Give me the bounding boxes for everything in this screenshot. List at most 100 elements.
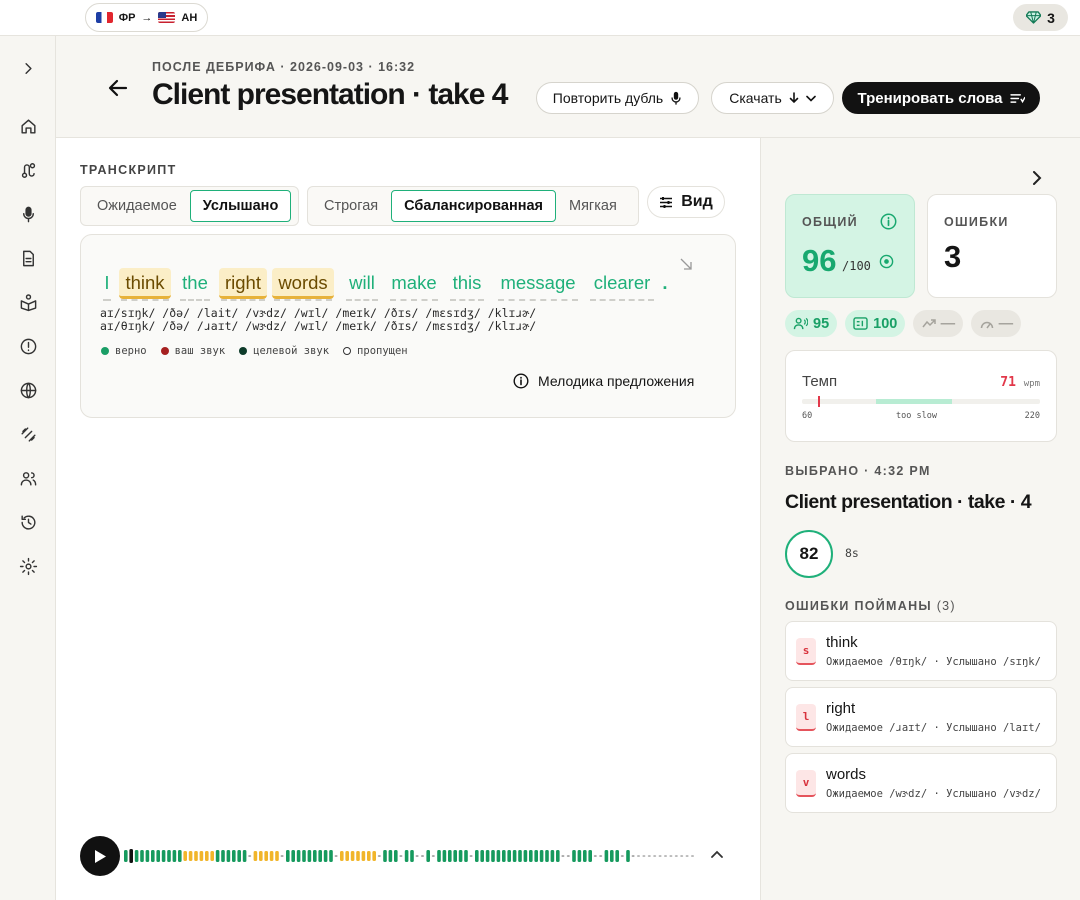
back-button[interactable]: [106, 76, 130, 100]
transcript-word[interactable]: will: [349, 272, 375, 293]
tab-expected[interactable]: Ожидаемое: [97, 198, 177, 214]
waveform-bar: [566, 855, 570, 857]
gem-counter[interactable]: 3: [1013, 4, 1068, 31]
view-options-button[interactable]: Вид: [647, 186, 725, 218]
waveform-bar: [129, 849, 133, 863]
speed-score: —: [998, 315, 1014, 332]
sidebar-item-mistakes[interactable]: [16, 334, 40, 358]
word-underline: [221, 299, 265, 301]
transcript-word[interactable]: think: [119, 268, 171, 299]
waveform-bar: [475, 850, 479, 862]
transcript-word[interactable]: I: [104, 272, 110, 293]
sidebar-item-history[interactable]: [16, 510, 40, 534]
waveform-bar: [453, 850, 457, 862]
error-detail: Ожидаемое /wɝdz/ · Услышано /vɝdz/: [826, 788, 1041, 800]
chevron-up-icon[interactable]: [711, 850, 723, 858]
sidebar-item-languages[interactable]: [16, 378, 40, 402]
waveform-bar: [205, 851, 209, 861]
waveform-bar: [140, 850, 144, 862]
waveform-bar: [221, 850, 225, 862]
caught-errors-label: ОШИБКИ ПОЙМАНЫ (3): [785, 599, 956, 613]
chevron-right-icon[interactable]: [1032, 171, 1042, 185]
error-word: think: [826, 634, 858, 651]
sidebar-item-documents[interactable]: [16, 246, 40, 270]
waveform-bar: [577, 850, 582, 862]
listening-score-chip[interactable]: 95: [785, 310, 838, 337]
waveform-bar: [134, 850, 139, 862]
download-arrow-icon: [789, 92, 799, 104]
error-detail: Ожидаемое /ɹaɪt/ · Услышано /laɪt/: [826, 722, 1041, 734]
waveform-bar: [518, 850, 522, 862]
info-icon[interactable]: [880, 213, 897, 230]
error-sound-badge: s: [796, 638, 816, 665]
waveform-bar: [232, 850, 236, 862]
accuracy-score-chip[interactable]: 100: [845, 310, 906, 337]
word-underline: [274, 299, 332, 301]
waveform-bar: [215, 850, 220, 862]
waveform-bar: [491, 850, 495, 862]
france-flag-icon: [95, 12, 113, 23]
waveform-bar: [615, 850, 619, 862]
waveform-bar: [685, 855, 689, 857]
sidebar-item-community[interactable]: [16, 466, 40, 490]
transcript-word[interactable]: make: [391, 272, 437, 293]
tab-lenient[interactable]: Мягкая: [569, 198, 617, 214]
waveform-bar: [377, 855, 381, 857]
selected-take-score[interactable]: 82: [785, 530, 833, 578]
sentence-melody-button[interactable]: Мелодика предложения: [513, 373, 694, 389]
train-words-button[interactable]: Тренировать слова: [842, 82, 1040, 114]
sentence-melody-label: Мелодика предложения: [538, 373, 695, 389]
transcript-word[interactable]: message: [500, 272, 576, 293]
waveform-bar: [653, 855, 657, 857]
ipa-expected: aɪ/θɪŋk/ /ðə/ /ɹaɪt/ /wɝdz/ /wɪl/ /meɪk/…: [100, 319, 537, 333]
waveform-bar: [361, 851, 366, 861]
waveform-bar: [550, 850, 555, 862]
waveform-bar: [421, 855, 424, 857]
transcript-word[interactable]: clearer: [593, 272, 651, 293]
waveform-bar: [674, 855, 678, 857]
waveform-bar: [556, 850, 560, 862]
download-button[interactable]: Скачать: [711, 82, 834, 114]
speed-score-chip[interactable]: —: [971, 310, 1022, 337]
play-button[interactable]: [80, 836, 120, 876]
chevron-down-icon: [805, 95, 816, 102]
word-underline: [346, 299, 378, 301]
transcript-word[interactable]: right: [219, 268, 267, 299]
transcript-word[interactable]: .: [662, 272, 668, 293]
globe-icon: [20, 382, 36, 398]
tab-strict[interactable]: Строгая: [324, 198, 379, 214]
waveform-bar: [664, 855, 667, 857]
listening-score: 95: [813, 315, 830, 332]
waveform-bar: [340, 851, 344, 861]
collapse-arrow-icon[interactable]: [679, 257, 693, 271]
waveform-bar: [367, 851, 371, 861]
sidebar-item-practice[interactable]: [16, 422, 40, 446]
tab-balanced[interactable]: Сбалансированная: [391, 190, 556, 222]
intonation-score-chip[interactable]: —: [913, 310, 964, 337]
retry-take-button[interactable]: Повторить дубль: [536, 82, 699, 114]
tab-heard[interactable]: Услышано: [189, 190, 292, 222]
word-underline: [390, 299, 438, 301]
waveform-bar: [350, 851, 355, 861]
error-item-think[interactable]: s think Ожидаемое /θɪŋk/ · Услышано /sɪŋ…: [785, 621, 1057, 681]
sidebar-item-record[interactable]: [16, 202, 40, 226]
transcript-word[interactable]: the: [182, 272, 208, 293]
session-meta: ПОСЛЕ ДЕБРИФА · 2026-09-03 · 16:32: [152, 60, 416, 74]
sidebar-item-lessons[interactable]: [16, 290, 40, 314]
sidebar-item-route[interactable]: [16, 158, 40, 182]
tempo-value: 71 wpm: [1000, 375, 1040, 390]
sidebar-item-settings[interactable]: [16, 554, 40, 578]
error-item-words[interactable]: v words Ожидаемое /wɝdz/ · Услышано /vɝd…: [785, 753, 1057, 813]
expand-sidebar-button[interactable]: [16, 56, 40, 80]
gear-icon: [19, 557, 37, 575]
audio-waveform[interactable]: [124, 842, 704, 870]
transcript-word[interactable]: words: [272, 268, 334, 299]
sidebar-item-home[interactable]: [16, 114, 40, 138]
errors-label: ОШИБКИ: [944, 215, 1009, 229]
transcript-word[interactable]: this: [452, 272, 482, 293]
download-label: Скачать: [729, 90, 782, 106]
tempo-note: too slow: [896, 411, 937, 421]
language-pair-selector[interactable]: ФР → АН: [85, 3, 208, 32]
waveform-bar: [178, 850, 182, 862]
error-item-right[interactable]: l right Ожидаемое /ɹaɪt/ · Услышано /laɪ…: [785, 687, 1057, 747]
